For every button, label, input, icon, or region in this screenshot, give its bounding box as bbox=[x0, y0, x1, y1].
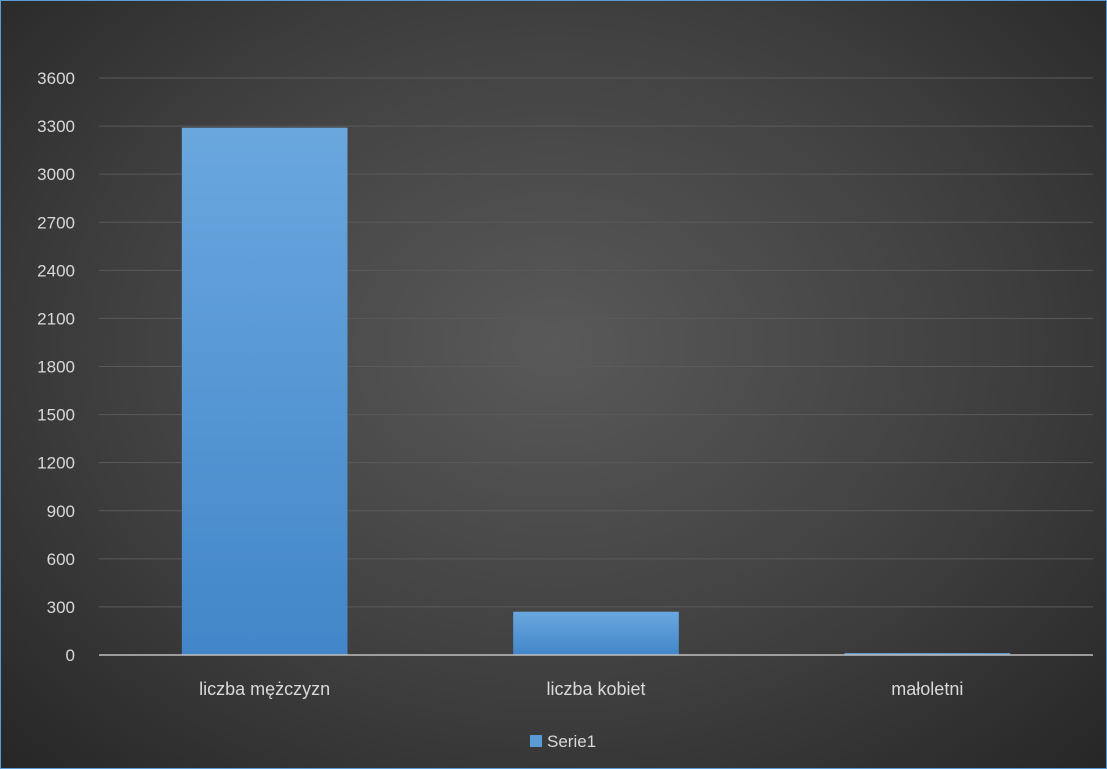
y-tick-label: 1200 bbox=[37, 454, 75, 473]
x-category-label: liczba mężczyzn bbox=[199, 679, 330, 699]
y-tick-label: 900 bbox=[47, 502, 75, 521]
y-tick-label: 1500 bbox=[37, 406, 75, 425]
legend-label: Serie1 bbox=[547, 732, 596, 751]
y-tick-label: 1800 bbox=[37, 358, 75, 377]
y-axis: 0 300 600 900 1200 1500 1800 2100 2400 2700 3000 33… bbox=[37, 69, 75, 665]
y-tick-label: 600 bbox=[47, 550, 75, 569]
x-axis: liczba mężczyzn liczba kobiet małoletni bbox=[99, 654, 1093, 699]
bar-1 bbox=[181, 127, 348, 656]
y-tick-label: 2100 bbox=[37, 309, 75, 328]
bar-3 bbox=[844, 653, 1011, 655]
bars bbox=[181, 127, 1011, 656]
bar-2 bbox=[513, 611, 679, 655]
y-tick-label: 3000 bbox=[37, 165, 75, 184]
legend-swatch bbox=[530, 735, 542, 747]
x-category-label: małoletni bbox=[891, 679, 963, 699]
y-tick-label: 3300 bbox=[37, 117, 75, 136]
legend: Serie1 bbox=[530, 732, 596, 751]
y-tick-label: 2400 bbox=[37, 261, 75, 280]
y-tick-label: 3600 bbox=[37, 69, 75, 88]
y-tick-label: 0 bbox=[66, 646, 75, 665]
y-tick-label: 300 bbox=[47, 598, 75, 617]
x-category-label: liczba kobiet bbox=[546, 679, 645, 699]
y-tick-label: 2700 bbox=[37, 213, 75, 232]
